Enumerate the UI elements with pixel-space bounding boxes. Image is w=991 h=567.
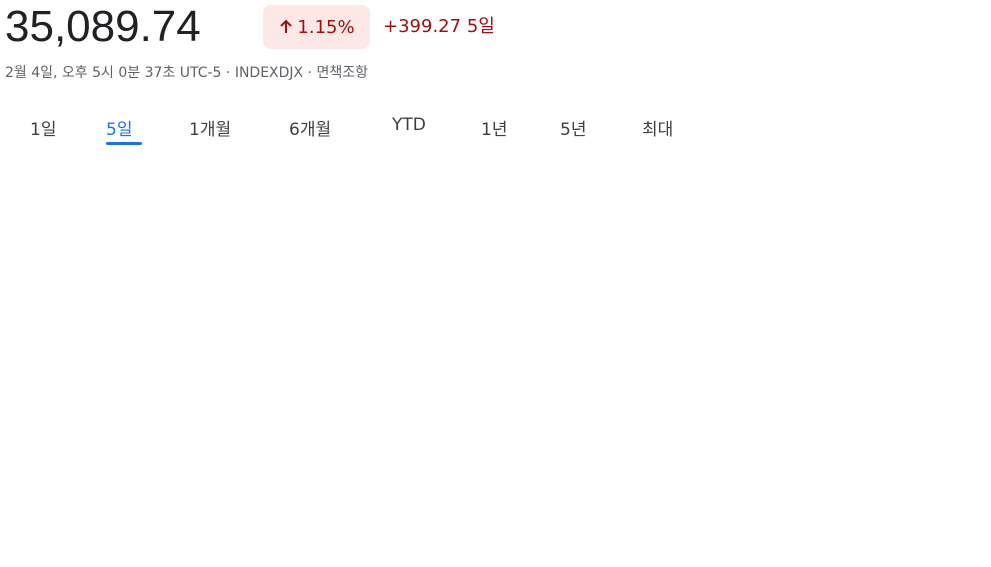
change-badge: 34,60034,80035,00035,20035,40035,60035,8… (263, 5, 370, 49)
tab-underline (106, 142, 142, 145)
change-value: +399.27 (383, 16, 462, 37)
price: 35,089.74 (5, 2, 201, 51)
tab[interactable]: 6개월 (289, 120, 332, 140)
tab[interactable]: 1일 (30, 120, 57, 140)
tab[interactable]: 1년 (481, 120, 508, 140)
tab[interactable]: 최대 (642, 120, 674, 140)
change: +399.27 5일 (383, 12, 495, 38)
up-arrow: 34,60034,80035,00035,20035,40035,60035,8… (280, 19, 293, 33)
tab[interactable]: 5년 (560, 120, 587, 140)
tab[interactable]: YTD (392, 115, 426, 135)
period: 5일 (466, 16, 495, 37)
tab[interactable]: 1개월 (189, 120, 232, 140)
change-percent: 1.15% (297, 16, 355, 38)
timestamp: 2월 4일, 오후 5시 0분 37초 UTC-5 · INDEXDJX · 면… (5, 65, 369, 81)
tab[interactable]: 5일 (106, 120, 133, 140)
